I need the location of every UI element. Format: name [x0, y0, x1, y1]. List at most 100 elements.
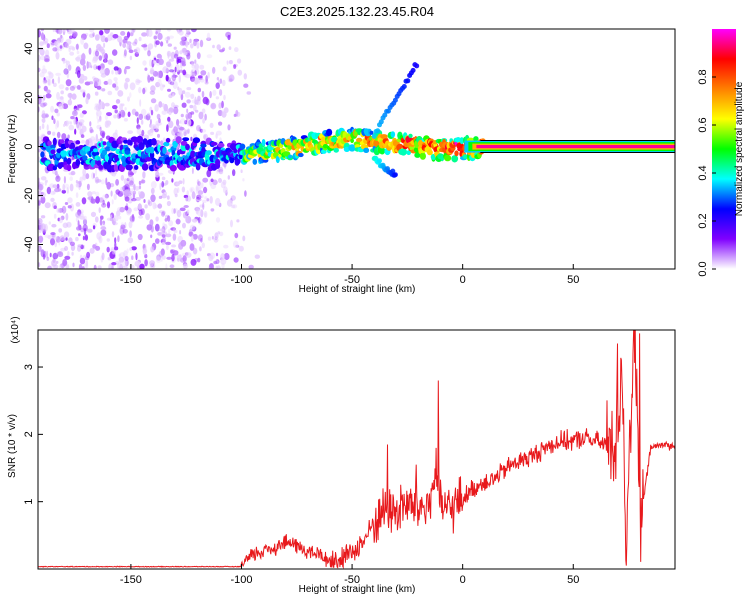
spectrogram-noise-cell	[138, 113, 144, 121]
spectrogram-noise-cell	[95, 245, 101, 251]
spectrogram-noise-cell	[227, 34, 231, 41]
spectrogram-band-cell	[171, 149, 176, 157]
spectrogram-band-cell	[215, 158, 221, 166]
spectrogram-noise-cell	[60, 215, 65, 221]
spectrogram-noise-cell	[218, 102, 222, 109]
spectrogram-noise-cell	[152, 202, 157, 210]
spectrogram-noise-cell	[154, 104, 159, 112]
spectrogram-noise-cell	[204, 81, 209, 85]
spectrogram-band-cell	[163, 141, 170, 147]
spectrogram-noise-cell	[98, 101, 105, 110]
spectrogram-noise-cell	[76, 226, 81, 231]
spectrogram-noise-cell	[190, 258, 197, 266]
spectrogram-band-cell	[330, 136, 338, 143]
spectrogram-band-cell	[343, 146, 350, 152]
spectrogram-noise-cell	[76, 121, 80, 129]
spectrogram-noise-cell	[178, 212, 182, 216]
spectrogram-noise-cell	[180, 36, 186, 41]
spectrogram-noise-cell	[125, 77, 130, 83]
spectrogram-noise-cell	[112, 49, 118, 56]
spectrogram-noise-cell	[72, 31, 78, 38]
spectrogram-frame	[37, 28, 676, 270]
spectrogram-band-cell	[144, 157, 153, 162]
spectrogram-noise-cell	[149, 69, 156, 75]
spectrogram-noise-cell	[118, 256, 125, 263]
spectrogram-noise-cell	[199, 39, 204, 48]
spectrogram-noise-cell	[216, 77, 220, 81]
spectrogram-noise-cell	[199, 64, 205, 70]
spectrogram-noise-cell	[150, 246, 155, 253]
spectrogram-noise-cell	[136, 117, 139, 125]
spectrogram-noise-cell	[100, 73, 107, 78]
spectrogram-branch-cell	[371, 133, 377, 139]
spectrogram-noise-cell	[135, 252, 138, 261]
spectrogram-noise-cell	[80, 37, 85, 45]
spectrogram-noise-cell	[65, 237, 68, 241]
spectrogram-noise-cell	[215, 82, 220, 89]
spectrogram-noise-cell	[40, 55, 46, 61]
spectrogram-noise-cell	[207, 236, 212, 241]
spectrogram-noise-cell	[186, 119, 192, 127]
spectrogram-noise-cell	[102, 220, 106, 225]
spectrogram-noise-cell	[210, 208, 215, 212]
spectrogram-noise-cell	[207, 71, 210, 79]
spectrogram-band-cell	[129, 140, 133, 146]
spectrogram-noise-cell	[254, 254, 260, 259]
spectrogram-noise-cell	[138, 36, 142, 42]
spectrogram-band-cell	[93, 148, 98, 153]
snr-x-tick-label: 50	[567, 574, 579, 586]
spectrogram-noise-cell	[158, 228, 165, 232]
spectrogram-noise-cell	[123, 81, 129, 90]
spectrogram-noise-cell	[44, 54, 50, 62]
spectrogram-noise-cell	[48, 72, 54, 79]
spectrogram-noise-cell	[218, 121, 223, 126]
spectrogram-noise-cell	[122, 38, 128, 44]
spectrogram-noise-cell	[216, 44, 221, 50]
spectrogram-noise-cell	[42, 102, 48, 107]
spectrogram-noise-cell	[159, 182, 162, 191]
spectrogram-band-cell	[408, 133, 413, 138]
spectrogram-noise-cell	[96, 85, 102, 90]
colorbar-tick-label: 0.8	[697, 69, 709, 84]
spectrogram-noise-cell	[112, 250, 117, 255]
spectrogram-branch-cell	[405, 78, 411, 84]
spectrogram-noise-cell	[171, 207, 175, 215]
spectrogram-band-cell	[288, 154, 293, 159]
spectrogram-noise-cell	[53, 205, 57, 209]
spectrogram-noise-cell	[157, 203, 163, 209]
spectrogram-noise-cell	[133, 184, 136, 191]
spectrogram-noise-cell	[181, 36, 187, 42]
colorbar-tick-label: 0.6	[697, 117, 709, 132]
spectrogram-noise-cell	[55, 123, 58, 130]
spectrogram-noise-cell	[127, 237, 134, 244]
spectrogram-noise-cell	[113, 193, 117, 200]
spectrogram-noise-cell	[209, 196, 213, 204]
spectrogram-noise-cell	[45, 93, 52, 99]
spectrogram-noise-cell	[194, 59, 197, 64]
spectrogram-noise-cell	[159, 83, 164, 91]
spectrogram-noise-cell	[206, 37, 212, 41]
spectrogram-noise-cell	[238, 245, 244, 252]
spectrogram-noise-cell	[79, 122, 84, 128]
spectrogram-noise-cell	[176, 187, 180, 194]
spectrogram-noise-cell	[67, 251, 70, 257]
spectrogram-band-cell	[379, 146, 386, 155]
spectrogram-band-cell	[462, 154, 468, 160]
spectrogram-noise-cell	[166, 36, 170, 40]
spectrogram-noise-cell	[127, 170, 133, 178]
spectrogram-x-ticks: -150 -100 -50 0 50	[120, 264, 579, 286]
spectrogram-noise-cell	[38, 218, 43, 226]
spectrogram-noise-cell	[196, 52, 201, 60]
spectrogram-noise-cell	[107, 78, 113, 85]
spectrogram-noise-cell	[115, 99, 121, 104]
spectrogram-noise-cell	[150, 109, 154, 116]
spectrogram-noise-cell	[174, 66, 177, 73]
spectrogram-band-cell	[451, 155, 459, 163]
spectrogram-noise-cell	[83, 76, 88, 81]
spectrogram-noise-cell	[56, 251, 62, 256]
spectrogram-noise-cell	[129, 92, 132, 98]
spectrogram-noise-cell	[129, 82, 136, 91]
spectrogram-noise-cell	[155, 31, 158, 35]
spectrogram-noise-cell	[111, 231, 115, 238]
spectrogram-noise-cell	[79, 257, 86, 265]
